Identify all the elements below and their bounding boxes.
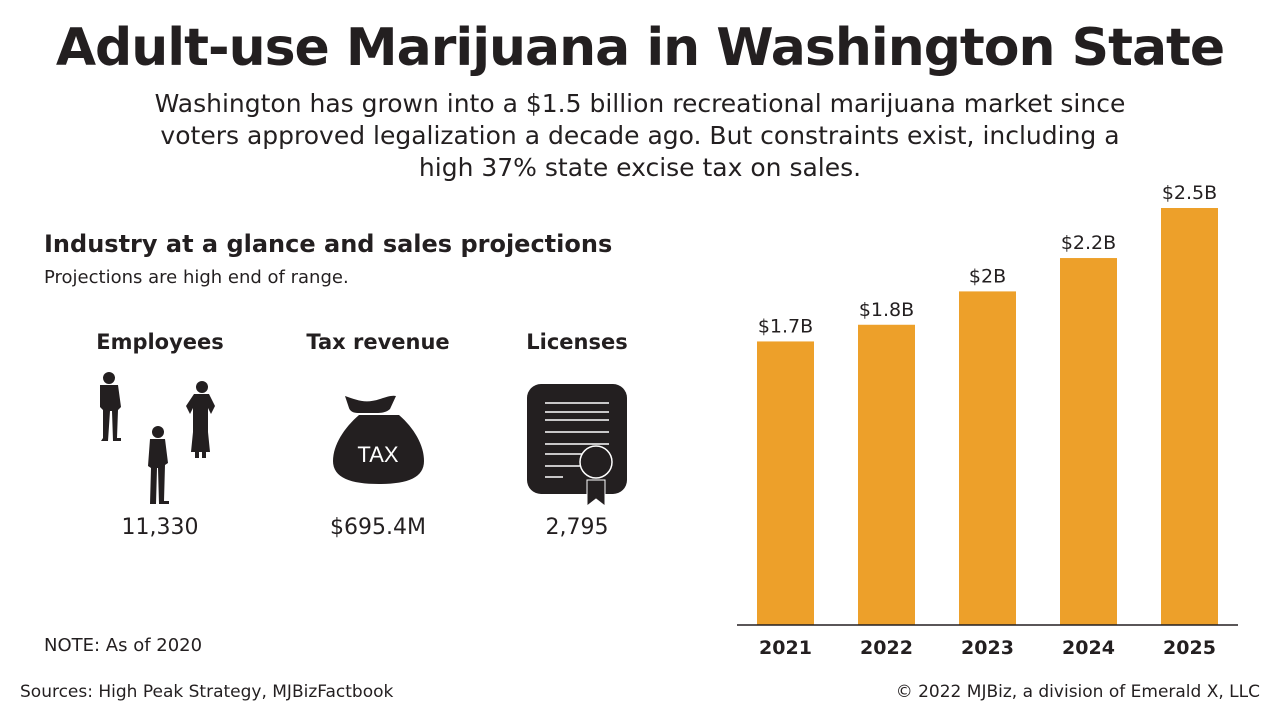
stat-label: Tax revenue [306,330,450,354]
x-tick-label-2021: 2021 [759,637,812,659]
stat-label: Licenses [526,330,628,354]
x-tick-label-2022: 2022 [860,637,913,659]
money-bag-icon: TAX [333,395,424,484]
bar-2022 [858,324,915,625]
stat-value: 11,330 [121,515,199,540]
data-label-2024: $2.2B [1061,232,1116,254]
x-tick-label-2023: 2023 [961,637,1014,659]
x-tick-label-2024: 2024 [1062,637,1115,659]
bar-2023 [959,291,1016,625]
stat-value: 2,795 [545,515,609,540]
page-title: Adult-use Marijuana in Washington State [55,18,1225,78]
stat-value: $695.4M [330,515,426,540]
sources: Sources: High Peak Strategy, MJBizFactbo… [20,682,394,702]
people-silhouettes-icon [100,372,215,504]
data-label-2022: $1.8B [859,299,914,321]
bar-2025 [1161,208,1218,625]
copyright: © 2022 MJBiz, a division of Emerald X, L… [895,682,1260,702]
certificate-icon [527,384,627,508]
section-title: Industry at a glance and sales projectio… [44,230,613,258]
data-label-2021: $1.7B [758,315,813,337]
bar-2021 [757,341,814,625]
data-label-2023: $2B [969,265,1006,287]
bar-chart: $1.7B 2021 $1.8B 2022 $2B 2023 $2.2B 2024 $2.5B 2… [737,182,1238,659]
note: NOTE: As of 2020 [44,635,203,656]
section-subtitle: Projections are high end of range. [44,267,349,288]
x-tick-label-2025: 2025 [1163,637,1216,659]
bar-2024 [1060,258,1117,625]
data-label-2025: $2.5B [1162,182,1217,204]
page-subtitle: Washington has grown into a $1.5 billion… [154,89,1126,182]
stat-label: Employees [96,330,224,354]
tax-label: TAX [357,442,398,467]
